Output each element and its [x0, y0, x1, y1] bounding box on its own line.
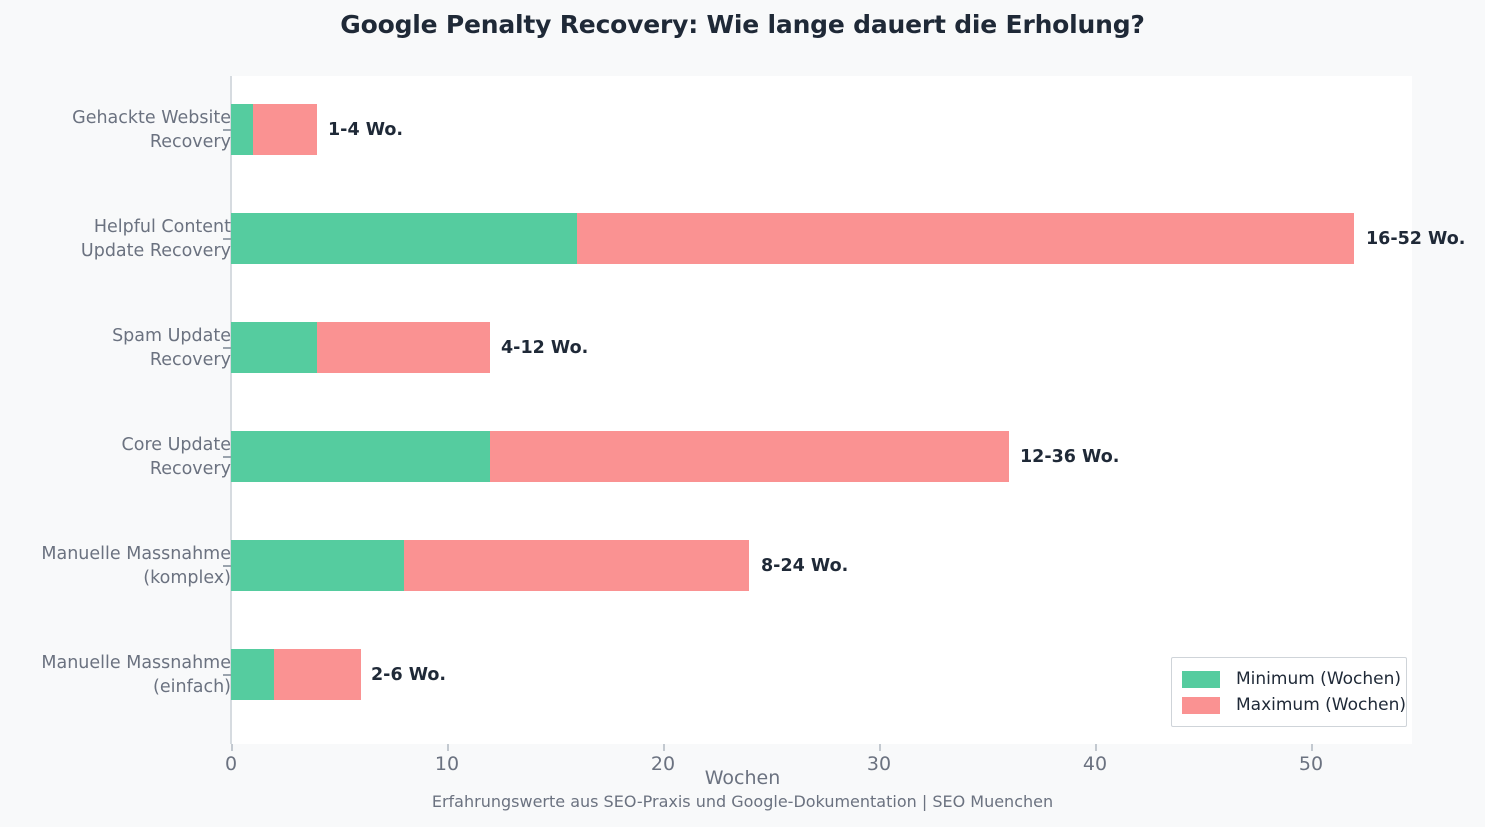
bar-value-label: 12-36 Wo.: [1020, 446, 1120, 467]
bar-segment-minimum[interactable]: [231, 213, 577, 264]
plot-area: [231, 76, 1412, 744]
x-tick-mark: [447, 744, 449, 751]
bar-segment-maximum[interactable]: [317, 322, 491, 373]
bar-value-label: 4-12 Wo.: [501, 337, 589, 358]
x-tick-label-50: 50: [1298, 753, 1324, 775]
bar-segment-minimum[interactable]: [231, 540, 404, 591]
legend-swatch-minimum-icon: [1182, 670, 1220, 688]
x-tick-label-30: 30: [866, 753, 892, 775]
y-tick-label-manuelle-massnahme-einfach: Manuelle Massnahme (einfach): [41, 653, 231, 697]
y-tick-label-core-update-recovery: Core Update Recovery: [121, 435, 231, 479]
bar-segment-maximum[interactable]: [274, 649, 361, 700]
bar-segment-minimum[interactable]: [231, 104, 253, 155]
x-tick-mark: [879, 744, 881, 751]
bar-segment-maximum[interactable]: [576, 213, 1355, 264]
y-tick-mark: [223, 238, 231, 240]
x-tick-label-10: 10: [434, 753, 460, 775]
bar-value-label: 2-6 Wo.: [371, 664, 447, 685]
bar-segment-maximum[interactable]: [490, 431, 1009, 482]
chart-legend[interactable]: Minimum (Wochen) Maximum (Wochen): [1171, 657, 1407, 727]
bar-value-label: 16-52 Wo.: [1366, 228, 1466, 249]
y-tick-mark: [223, 456, 231, 458]
y-tick-label-helpful-content-update-recovery: Helpful Content Update Recovery: [80, 217, 231, 261]
x-tick-label-0: 0: [224, 753, 238, 775]
y-tick-mark: [223, 565, 231, 567]
y-tick-label-gehackte-website-recovery: Gehackte Website Recovery: [72, 108, 231, 152]
chart-footer-note: Erfahrungswerte aus SEO-Praxis und Googl…: [431, 792, 1054, 811]
legend-swatch-maximum-icon: [1182, 696, 1220, 714]
y-tick-mark: [223, 674, 231, 676]
page-title: Google Penalty Recovery: Wie lange dauer…: [340, 10, 1145, 39]
x-axis-label: Wochen: [704, 767, 781, 789]
legend-item-minimum[interactable]: Minimum (Wochen): [1182, 666, 1401, 692]
legend-item-maximum[interactable]: Maximum (Wochen): [1182, 692, 1406, 718]
bar-segment-minimum[interactable]: [231, 431, 491, 482]
bar-value-label: 8-24 Wo.: [761, 555, 849, 576]
x-tick-label-40: 40: [1082, 753, 1108, 775]
bar-value-label: 1-4 Wo.: [328, 119, 404, 140]
bar-segment-minimum[interactable]: [231, 322, 318, 373]
x-tick-mark: [231, 744, 233, 751]
bar-segment-maximum[interactable]: [252, 104, 318, 155]
bar-segment-minimum[interactable]: [231, 649, 275, 700]
y-tick-mark: [223, 129, 231, 131]
x-tick-mark: [1095, 744, 1097, 751]
y-axis-spine: [230, 76, 232, 744]
x-tick-mark: [663, 744, 665, 751]
legend-label-minimum: Minimum (Wochen): [1236, 669, 1402, 689]
y-tick-mark: [223, 347, 231, 349]
y-tick-label-manuelle-massnahme-komplex: Manuelle Massnahme (komplex): [41, 544, 231, 588]
legend-label-maximum: Maximum (Wochen): [1236, 695, 1406, 715]
y-tick-label-spam-update-recovery: Spam Update Recovery: [112, 326, 231, 370]
bar-segment-maximum[interactable]: [403, 540, 750, 591]
x-tick-mark: [1311, 744, 1313, 751]
x-tick-label-20: 20: [650, 753, 676, 775]
